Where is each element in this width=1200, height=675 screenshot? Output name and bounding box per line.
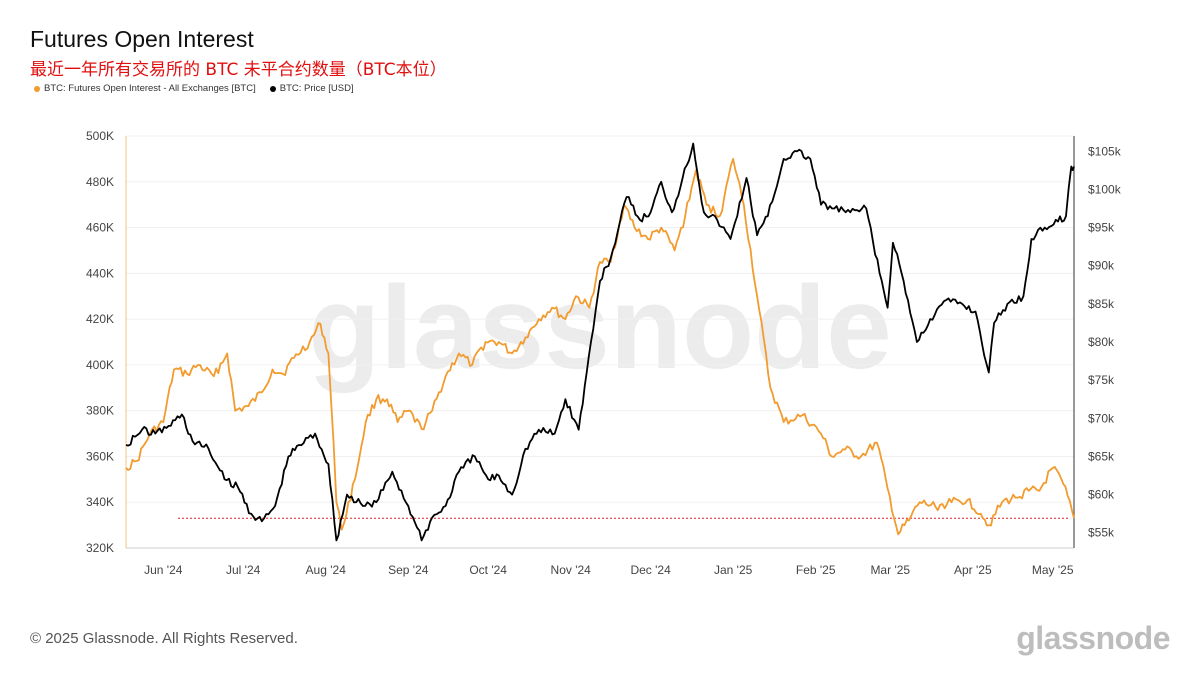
y-left-tick-label: 360K (86, 449, 114, 463)
grid (126, 135, 1074, 549)
legend-item-price[interactable]: BTC: Price [USD] (269, 83, 354, 94)
y-left-tick-label: 340K (86, 495, 114, 509)
y-left-tick-label: 420K (86, 312, 114, 326)
tick-labels: 320K 340K 360K 380K 400K 420K 440K 460K 480K 500K… (86, 129, 1122, 577)
series-group (125, 142, 1075, 542)
x-tick-label: Jul '24 (226, 563, 261, 577)
y-left-tick-label: 460K (86, 221, 114, 235)
y-left-tick-label: 380K (86, 404, 114, 418)
y-right-tick-label: $100k (1088, 182, 1122, 196)
x-tick-label: Sep '24 (388, 563, 429, 577)
y-left-tick-label: 480K (86, 175, 114, 189)
y-left-tick-label: 400K (86, 358, 114, 372)
legend-dot-oi (34, 85, 40, 92)
x-tick-label: Jan '25 (714, 563, 753, 577)
y-right-tick-label: $90k (1088, 259, 1115, 273)
y-right-tick-label: $85k (1088, 297, 1115, 311)
legend-item-oi[interactable]: BTC: Futures Open Interest - All Exchang… (34, 83, 256, 94)
x-tick-label: Dec '24 (630, 563, 671, 577)
y-right-tick-label: $75k (1088, 373, 1115, 387)
copyright: © 2025 Glassnode. All Rights Reserved. (30, 630, 298, 647)
x-tick-label: Apr '25 (954, 563, 992, 577)
series-line-open-interest (125, 158, 1075, 536)
x-tick-label: Feb '25 (796, 563, 836, 577)
y-right-tick-label: $95k (1088, 221, 1115, 235)
axes (125, 136, 1075, 549)
y-left-tick-label: 320K (86, 541, 114, 555)
y-left-tick-label: 440K (86, 266, 114, 280)
legend-label-price: BTC: Price [USD] (279, 83, 354, 94)
y-right-tick-label: $55k (1088, 526, 1115, 540)
y-right-tick-label: $65k (1088, 449, 1115, 463)
x-tick-label: May '25 (1032, 563, 1074, 577)
x-tick-label: Mar '25 (870, 563, 910, 577)
y-left-tick-label: 500K (86, 129, 114, 143)
x-tick-label: Jun '24 (144, 563, 183, 577)
x-tick-label: Nov '24 (551, 563, 592, 577)
x-tick-label: Oct '24 (469, 563, 507, 577)
x-tick-label: Aug '24 (306, 563, 347, 577)
chart-title: Futures Open Interest (30, 26, 254, 52)
y-right-tick-label: $60k (1088, 488, 1115, 502)
y-right-tick-label: $70k (1088, 411, 1115, 425)
y-right-tick-label: $105k (1088, 144, 1122, 158)
series-line-price (125, 142, 1075, 542)
legend-label-oi: BTC: Futures Open Interest - All Exchang… (44, 83, 256, 94)
chart-subtitle: 最近一年所有交易所的 BTC 未平合约数量（BTC本位） (30, 60, 447, 80)
y-right-tick-label: $80k (1088, 335, 1115, 349)
glassnode-logo: glassnode (1016, 620, 1170, 656)
legend: BTC: Futures Open Interest - All Exchang… (34, 83, 354, 94)
legend-dot-price (269, 85, 276, 92)
